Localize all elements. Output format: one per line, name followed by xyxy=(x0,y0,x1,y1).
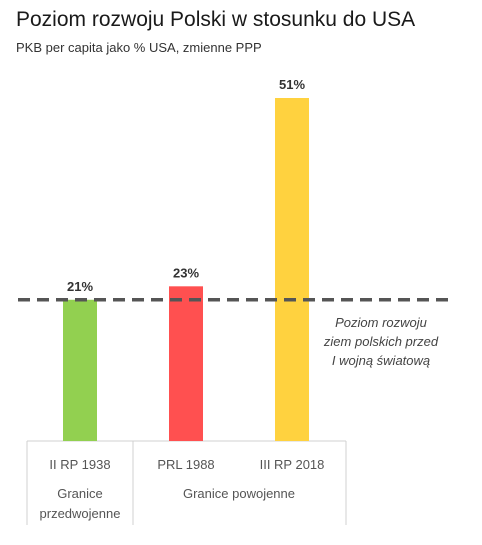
bar-prl-1988 xyxy=(169,286,203,441)
bars-group xyxy=(63,98,309,441)
chart-subtitle: PKB per capita jako % USA, zmienne PPP xyxy=(16,40,262,55)
reference-label-line-0: Poziom rozwoju xyxy=(335,315,427,330)
group-label-0-line-1: przedwojenne xyxy=(40,506,121,521)
bar-ii-rp-1938 xyxy=(63,299,97,441)
category-label-prl-1988: PRL 1988 xyxy=(157,457,214,472)
value-label-prl-1988: 23% xyxy=(173,265,199,280)
reference-label-line-2: I wojną światową xyxy=(332,353,430,368)
bar-iii-rp-2018 xyxy=(275,98,309,441)
reference-label-line-1: ziem polskich przed xyxy=(323,334,439,349)
value-label-iii-rp-2018: 51% xyxy=(279,77,305,92)
group-label-0-line-0: Granice xyxy=(57,486,103,501)
category-label-iii-rp-2018: III RP 2018 xyxy=(260,457,325,472)
reference-line-group: Poziom rozwoju ziem polskich przed I wojną… xyxy=(18,298,448,368)
chart-title: Poziom rozwoju Polski w stosunku do USA xyxy=(16,8,416,31)
labels-group: 21% II RP 1938 23% PRL 1988 51% III RP 2018 Gr… xyxy=(40,77,325,521)
value-label-ii-rp-1938: 21% xyxy=(67,279,93,294)
category-label-ii-rp-1938: II RP 1938 xyxy=(49,457,110,472)
group-label-1-line-0: Granice powojenne xyxy=(183,486,295,501)
